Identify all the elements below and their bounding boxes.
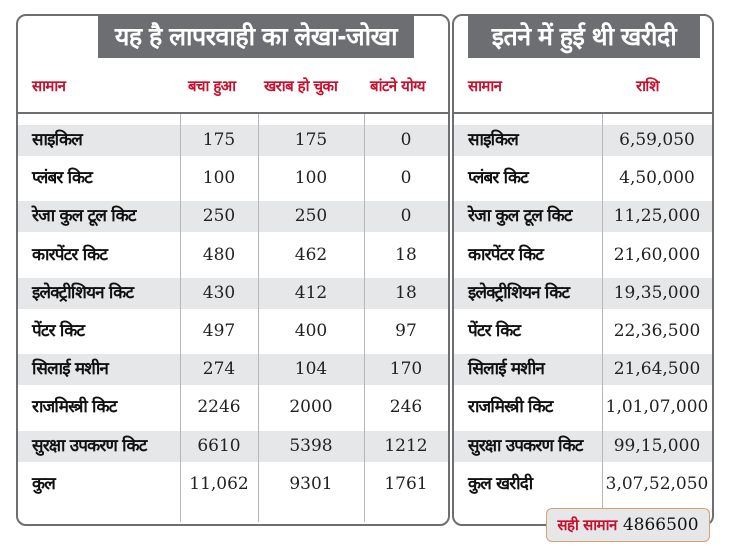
left-cell-item: सिलाई मशीन [32,359,109,380]
right-row-shade [454,354,712,386]
right-cell-amount: 3,07,52,050 [605,473,709,494]
left-cell-damaged: 250 [294,206,328,227]
left-cell-distributable: 97 [395,321,417,341]
left-row-shade [18,430,448,462]
right-panel: इतने में हुई थी खरीदी सामान राशि साइकिल 6… [452,14,714,526]
left-cell-item: प्लंबर किट [32,168,93,189]
right-cell-amount: 21,60,000 [613,244,701,265]
left-cell-item: रेजा कुल टूल किट [32,206,136,227]
left-cell-damaged: 5398 [289,435,333,456]
left-cell-damaged: 104 [294,359,328,380]
left-cell-remaining: 497 [202,321,236,341]
left-cell-distributable: 18 [395,244,417,265]
left-cell-damaged: 462 [294,244,328,265]
left-cell-item: कुल [32,473,56,494]
right-cell-item: राजमिस्त्री किट [468,397,553,418]
right-row-shade [454,277,712,309]
left-cell-damaged: 400 [294,321,328,341]
right-cell-item: सुरक्षा उपकरण किट [468,435,583,456]
left-cell-remaining: 11,062 [189,473,249,494]
left-cell-distributable: 1212 [384,435,428,456]
left-cell-distributable: 0 [400,206,412,227]
left-row-shade [18,354,448,386]
right-cell-item: साइकिल [468,130,519,150]
right-cell-item: इलेक्ट्रीशियन किट [468,282,570,303]
left-cell-distributable: 18 [395,282,417,303]
right-column-divider [602,114,603,522]
left-column-divider [258,114,259,522]
right-cell-amount: 22,36,500 [613,321,701,341]
left-cell-damaged: 175 [294,130,328,150]
left-cell-remaining: 250 [202,206,236,227]
left-column-divider [180,114,181,522]
correct-items-box: सही सामान 4866500 [546,508,710,542]
left-cell-remaining: 274 [202,359,236,380]
left-cell-distributable: 246 [389,397,423,418]
right-cell-amount: 11,25,000 [613,206,701,227]
left-cell-distributable: 1761 [384,473,428,494]
right-cell-item: पेंटर किट [468,321,521,341]
right-cell-amount: 19,35,000 [613,282,701,303]
right-cell-amount: 1,01,07,000 [605,397,709,418]
right-header-item: सामान [468,77,502,95]
left-cell-damaged: 412 [294,282,328,303]
right-cell-item: प्लंबर किट [468,168,529,189]
left-cell-remaining: 430 [202,282,236,303]
left-header-distributable: बांटने योग्य [370,77,425,95]
left-column-divider [364,114,365,522]
right-header-amount: राशि [636,77,660,95]
right-cell-item: कुल खरीदी [468,473,533,494]
right-cell-amount: 21,64,500 [613,359,701,380]
right-row-shade [454,430,712,462]
left-cell-distributable: 0 [400,168,412,189]
right-row-shade [454,125,712,156]
left-cell-distributable: 0 [400,130,412,150]
left-cell-item: पेंटर किट [32,321,85,341]
left-row-shade [18,125,448,156]
left-cell-remaining: 2246 [197,397,241,418]
left-cell-remaining: 100 [202,168,236,189]
correct-items-label: सही सामान [557,516,617,534]
right-cell-item: रेजा कुल टूल किट [468,206,572,227]
left-header-item: सामान [32,77,66,95]
correct-items-value: 4866500 [622,515,699,535]
right-row-shade [454,201,712,233]
right-header-rule [454,112,712,114]
left-cell-damaged: 100 [294,168,328,189]
left-cell-item: कारपेंटर किट [32,244,108,265]
left-cell-item: सुरक्षा उपकरण किट [32,435,147,456]
left-header-rule [18,112,448,114]
left-cell-remaining: 480 [202,244,236,265]
left-header-damaged: खराब हो चुका [264,77,338,95]
left-cell-damaged: 2000 [289,397,333,418]
left-row-shade [18,277,448,309]
left-cell-damaged: 9301 [289,473,333,494]
right-cell-amount: 99,15,000 [613,435,701,456]
left-cell-remaining: 6610 [197,435,241,456]
left-cell-distributable: 170 [389,359,423,380]
left-row-shade [18,201,448,233]
left-header-remaining: बचा हुआ [188,77,236,95]
right-cell-amount: 6,59,050 [619,130,695,150]
left-cell-item: साइकिल [32,130,83,150]
right-cell-item: सिलाई मशीन [468,359,545,380]
left-table-title: यह है लापरवाही का लेखा-जोखा [98,16,414,58]
right-cell-amount: 4,50,000 [619,168,695,189]
left-cell-remaining: 175 [202,130,236,150]
right-table-title: इतने में हुई थी खरीदी [468,16,700,58]
left-cell-item: इलेक्ट्रीशियन किट [32,282,134,303]
left-cell-item: राजमिस्त्री किट [32,397,117,418]
right-cell-item: कारपेंटर किट [468,244,544,265]
left-panel: यह है लापरवाही का लेखा-जोखा सामान बचा हु… [16,14,450,526]
